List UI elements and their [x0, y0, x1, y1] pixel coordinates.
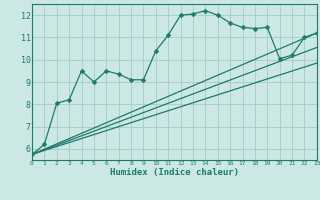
- X-axis label: Humidex (Indice chaleur): Humidex (Indice chaleur): [110, 168, 239, 177]
